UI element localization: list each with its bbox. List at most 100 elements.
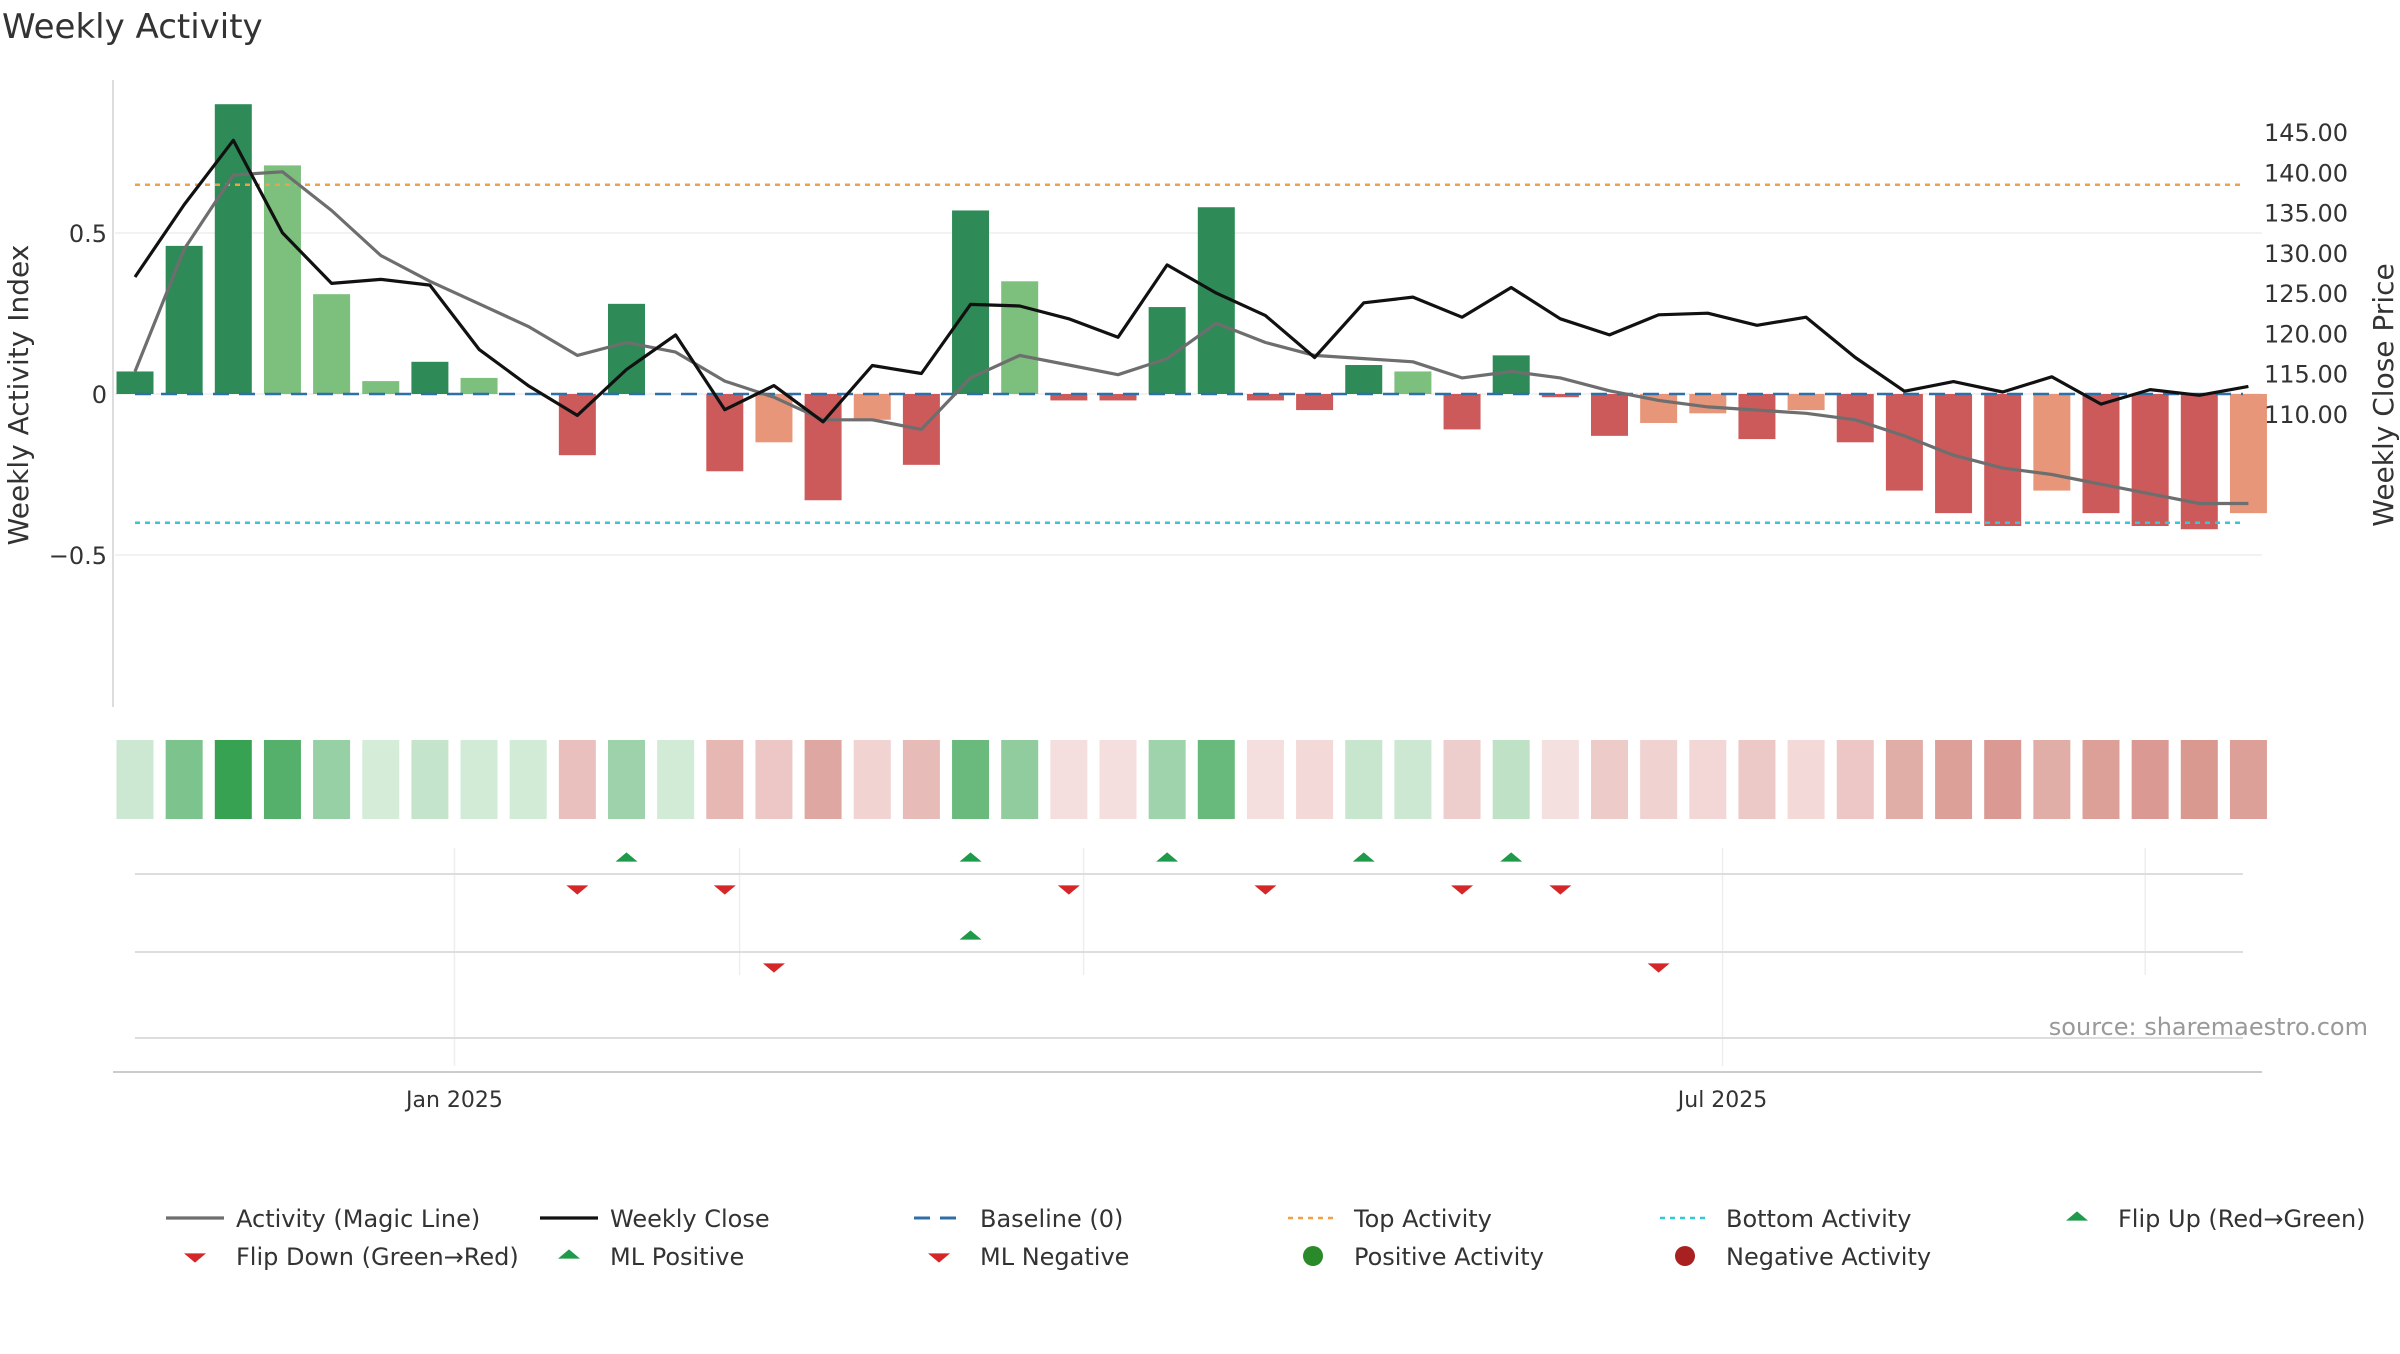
magic-line: [133, 170, 2249, 506]
heat-cell-10: [608, 740, 645, 819]
activity-bar-40: [2082, 394, 2120, 514]
activity-bar-1: [165, 245, 203, 394]
legend-item-1: Weekly Close: [540, 1205, 770, 1233]
activity-bar-43: [2229, 394, 2267, 514]
heat-cell-29: [1541, 740, 1579, 819]
signal-markers: [566, 852, 1670, 973]
flip-down-marker-1: [713, 885, 736, 895]
activity-bar-26: [1394, 371, 1432, 394]
heat-cell-5: [362, 740, 400, 819]
heat-cell-19: [1050, 740, 1088, 819]
heat-strip: [116, 740, 2267, 819]
heat-cell-36: [1885, 740, 1923, 819]
heat-cell-35: [1836, 740, 1874, 819]
heat-cell-20: [1099, 740, 1137, 819]
right-tick-label-2: 135.00: [2264, 200, 2348, 228]
ml-positive-marker-0: [959, 930, 982, 940]
legend: Activity (Magic Line) Weekly Close Baselin…: [166, 1205, 2366, 1271]
right-tick-label-7: 110.00: [2264, 401, 2348, 429]
legend-item-7: ML Positive: [558, 1243, 744, 1271]
left-tick-label-0: 0.5: [69, 220, 107, 248]
activity-bar-22: [1197, 207, 1235, 394]
legend-item-8: ML Negative: [928, 1243, 1129, 1271]
legend-item-10: Negative Activity: [1675, 1243, 1931, 1271]
grid-layer: [115, 232, 2262, 1066]
flip-up-marker-3: [1352, 852, 1375, 862]
legend-label-9: Positive Activity: [1354, 1243, 1544, 1271]
heat-cell-31: [1640, 740, 1678, 819]
legend-label-1: Weekly Close: [610, 1205, 770, 1233]
heat-cell-28: [1492, 740, 1530, 819]
heat-cell-1: [165, 740, 203, 819]
activity-bar-5: [362, 381, 400, 394]
right-tick-label-5: 120.00: [2264, 320, 2348, 348]
legend-swatch-10: [1675, 1246, 1695, 1266]
heat-cell-43: [2229, 740, 2267, 819]
activity-bar-0: [116, 371, 154, 394]
activity-bar-18: [1001, 281, 1039, 394]
heat-cell-12: [706, 740, 744, 819]
heat-cell-41: [2131, 740, 2169, 819]
heat-cell-26: [1394, 740, 1432, 819]
legend-swatch-7: [558, 1249, 580, 1259]
activity-bar-4: [313, 294, 351, 394]
legend-label-2: Baseline (0): [980, 1205, 1123, 1233]
heat-cell-15: [853, 740, 891, 819]
activity-bar-15: [853, 394, 891, 420]
legend-label-4: Bottom Activity: [1726, 1205, 1911, 1233]
legend-label-0: Activity (Magic Line): [236, 1205, 480, 1233]
activity-bar-23: [1246, 394, 1284, 401]
flip-up-marker-2: [1156, 852, 1179, 862]
activity-bar-17: [952, 210, 990, 394]
weekly-close-line: [133, 138, 2249, 424]
flip-down-marker-5: [1549, 885, 1572, 895]
heat-cell-16: [902, 740, 940, 819]
legend-label-8: ML Negative: [980, 1243, 1129, 1271]
right-tick-label-6: 115.00: [2264, 361, 2348, 389]
source-attribution: source: sharemaestro.com: [2049, 1013, 2368, 1041]
legend-swatch-6: [184, 1253, 206, 1263]
legend-item-3: Top Activity: [1288, 1205, 1492, 1233]
flip-down-marker-4: [1451, 885, 1474, 895]
flip-down-marker-0: [566, 885, 589, 895]
legend-swatch-5: [2066, 1211, 2088, 1221]
right-tick-label-4: 125.00: [2264, 280, 2348, 308]
heat-cell-11: [657, 740, 695, 819]
axes: 0.5 0 −0.5 145.00 140.00 135.00 130.00 125.00 12…: [49, 80, 2348, 1113]
heat-cell-8: [509, 740, 547, 819]
activity-bar-13: [755, 394, 793, 443]
legend-label-5: Flip Up (Red→Green): [2118, 1205, 2366, 1233]
heat-cell-38: [1984, 740, 2022, 819]
heat-cell-13: [755, 740, 793, 819]
heat-cell-14: [804, 740, 842, 819]
legend-label-6: Flip Down (Green→Red): [236, 1243, 519, 1271]
activity-bar-6: [411, 361, 449, 394]
heat-cell-39: [2033, 740, 2071, 819]
legend-item-6: Flip Down (Green→Red): [184, 1243, 519, 1271]
reference-lines: [135, 183, 2243, 525]
activity-bar-34: [1787, 394, 1825, 411]
legend-item-4: Bottom Activity: [1660, 1205, 1911, 1233]
legend-label-3: Top Activity: [1353, 1205, 1492, 1233]
legend-label-10: Negative Activity: [1726, 1243, 1931, 1271]
heat-cell-4: [313, 740, 351, 819]
heat-cell-6: [411, 740, 449, 819]
legend-item-2: Baseline (0): [914, 1205, 1123, 1233]
heat-cell-27: [1443, 740, 1481, 819]
heat-cell-32: [1689, 740, 1727, 819]
x-tick-label-1: Jul 2025: [1676, 1088, 1768, 1113]
activity-bar-19: [1050, 394, 1088, 401]
heat-cell-22: [1197, 740, 1235, 819]
activity-bar-42: [2180, 394, 2218, 530]
flip-down-marker-2: [1057, 885, 1080, 895]
legend-item-0: Activity (Magic Line): [166, 1205, 480, 1233]
activity-bar-2: [214, 104, 252, 394]
heat-cell-0: [116, 740, 154, 819]
activity-bar-12: [706, 394, 744, 472]
activity-bar-33: [1738, 394, 1776, 440]
right-tick-label-1: 140.00: [2264, 159, 2348, 187]
ml-negative-marker-1: [1647, 963, 1670, 973]
heat-cell-23: [1246, 740, 1284, 819]
